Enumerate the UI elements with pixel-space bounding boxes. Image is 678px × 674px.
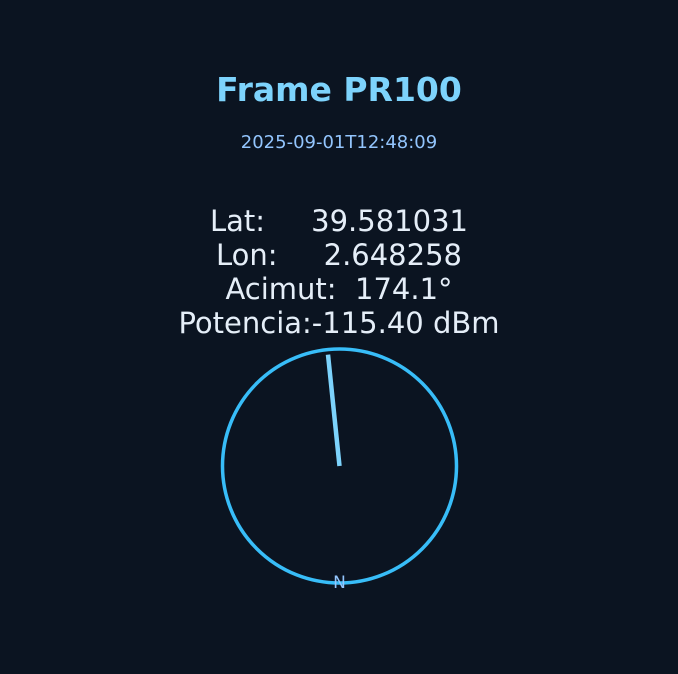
frame-timestamp: 2025-09-01T12:48:09 xyxy=(240,132,438,153)
north-label: N xyxy=(333,573,346,593)
frame-title: Frame PR100 xyxy=(216,70,462,109)
power-readout: Potencia:-115.40 dBm xyxy=(178,306,500,340)
azimuth-readout: Acimut: 174.1° xyxy=(225,272,453,306)
compass-ring xyxy=(220,347,459,585)
position-readout: Lat: 39.581031 Lon: 2.648258 Acimut: 174… xyxy=(0,204,678,340)
latitude-readout: Lat: 39.581031 xyxy=(210,204,468,238)
longitude-readout: Lon: 2.648258 xyxy=(215,238,462,272)
azimuth-needle xyxy=(325,354,342,467)
